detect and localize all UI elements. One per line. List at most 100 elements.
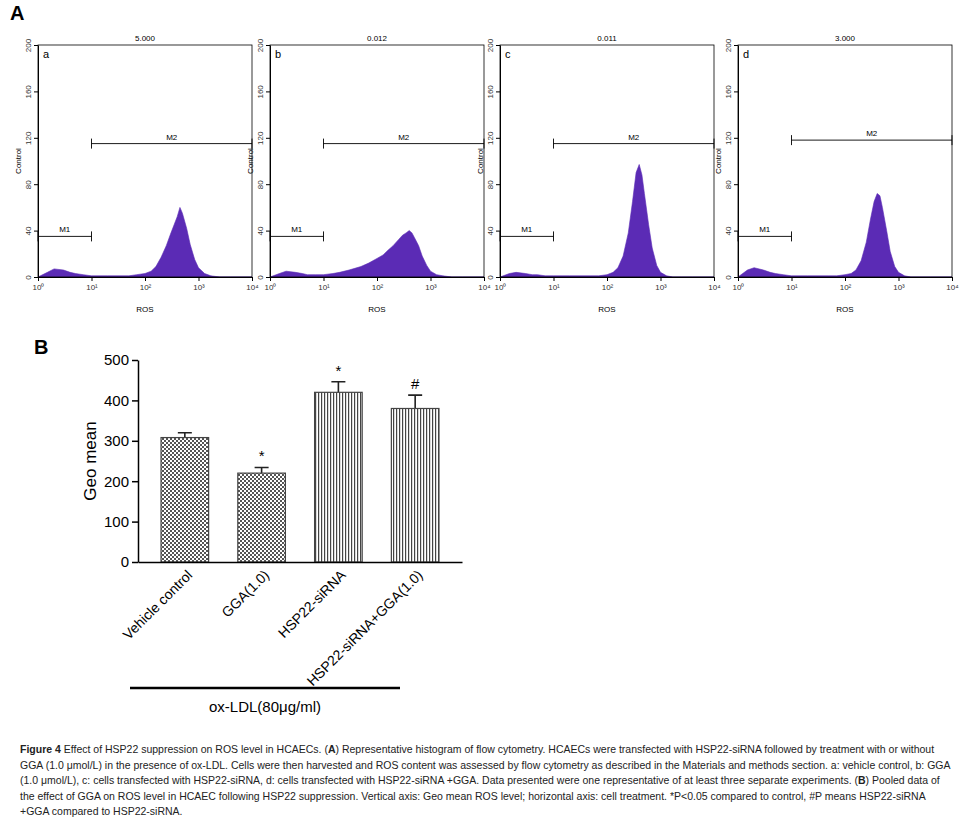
tick-label: 80 [724,180,733,189]
tick-mark [734,277,738,278]
tick-mark [92,277,93,281]
y-axis: 0100200300400500 [104,351,139,570]
tick-mark [714,277,715,281]
y-axis: 04080120160200 [486,38,501,279]
y-axis: 04080120160200 [256,38,271,279]
tick-mark [845,277,846,281]
x-axis: 10⁰10¹10²10³10⁴ [733,277,960,292]
tick-mark [34,45,38,46]
tick-mark [738,277,739,281]
gate-statistic: 0.012 [367,34,388,43]
tick: 10⁰ [33,277,45,292]
gate-statistic: 0.011 [597,34,617,43]
tick-mark [199,277,200,281]
tick-label: 0 [256,275,265,280]
axis-line [138,361,140,563]
significance-mark: * [335,362,341,379]
tick: 10² [140,277,152,292]
tick: 10⁰ [265,277,277,292]
tick: 40 [24,226,38,235]
panel-letter: c [505,48,511,60]
significance-mark: * [259,447,265,464]
tick-mark [899,277,900,281]
tick: GGA(1.0) [218,562,272,620]
x-axis-title: ROS [136,305,153,314]
tick-mark [496,91,500,92]
bar [315,392,363,562]
tick: 200 [104,473,138,490]
tick-mark [38,277,39,281]
y-axis: 04080120160200 [724,38,739,279]
tick-mark [270,277,271,281]
gate-label: M1 [759,225,771,234]
gate-label: M2 [166,133,178,142]
y-axis-title: Geo mean [81,421,100,500]
tick-label: GGA(1.0) [218,567,272,621]
tick: 10¹ [786,277,798,292]
tick-mark [266,45,270,46]
tick-label: 10⁰ [733,283,745,292]
tick: 200 [256,38,270,52]
histogram-panel: 10⁰10¹10²10³10⁴04080120160200c0.011ROSCo… [476,34,721,314]
tick-mark [734,91,738,92]
tick-label: 40 [24,226,33,235]
tick-label: 200 [256,38,265,52]
tick-label: 80 [486,180,495,189]
tick: 160 [486,85,500,99]
tick-mark [607,277,608,281]
tick-label: 100 [104,513,129,530]
tick: 120 [724,131,738,145]
caption: Figure 4 Effect of HSP22 suppression on … [20,742,950,820]
tick-mark [132,521,138,523]
tick-label: 40 [486,226,495,235]
tick-mark [34,277,38,278]
tick: 10⁴ [708,277,721,292]
tick-mark [34,184,38,185]
tick: 10² [602,277,614,292]
gate-label: M2 [398,133,410,142]
tick-mark [952,277,953,281]
tick-mark [34,231,38,232]
tick: 80 [24,180,38,189]
tick: 80 [486,180,500,189]
tick-label: 500 [104,351,129,368]
axis-line [139,562,463,564]
tick-label: 0 [24,275,33,280]
tick: 160 [256,85,270,99]
panel-letter: a [43,48,50,60]
tick: 120 [256,131,270,145]
gate-label: M1 [291,225,303,234]
axis-line [270,46,271,278]
group-bracket [130,687,400,690]
tick: 10² [840,277,852,292]
tick-label: 120 [256,131,265,145]
tick: 10² [372,277,384,292]
significance-mark: # [411,375,420,392]
tick-label: 10¹ [318,283,330,292]
tick: 10¹ [548,277,560,292]
tick-label: 10⁰ [495,283,507,292]
plot-frame [38,45,252,277]
tick: 500 [104,351,138,368]
tick-mark [377,277,378,281]
gate-label: M2 [866,129,878,138]
tick: 0 [121,553,138,570]
tick-mark [734,138,738,139]
panel-letter: d [743,48,749,60]
tick-label: HSP22-siRNA [275,566,349,640]
tick-mark [792,277,793,281]
tick: 160 [24,85,38,99]
tick-mark [132,360,138,362]
tick-mark [266,277,270,278]
tick-label: 10¹ [786,283,798,292]
tick-label: 10² [602,283,614,292]
gate-statistic: 3.000 [835,34,856,43]
tick-label: 10⁰ [33,283,45,292]
tick-label: 10² [372,283,384,292]
tick: 10¹ [318,277,330,292]
plot-area [270,231,484,277]
plot-area [38,207,252,277]
tick: 0 [256,275,270,280]
tick-label: 10³ [425,283,437,292]
error-bar [178,433,192,438]
